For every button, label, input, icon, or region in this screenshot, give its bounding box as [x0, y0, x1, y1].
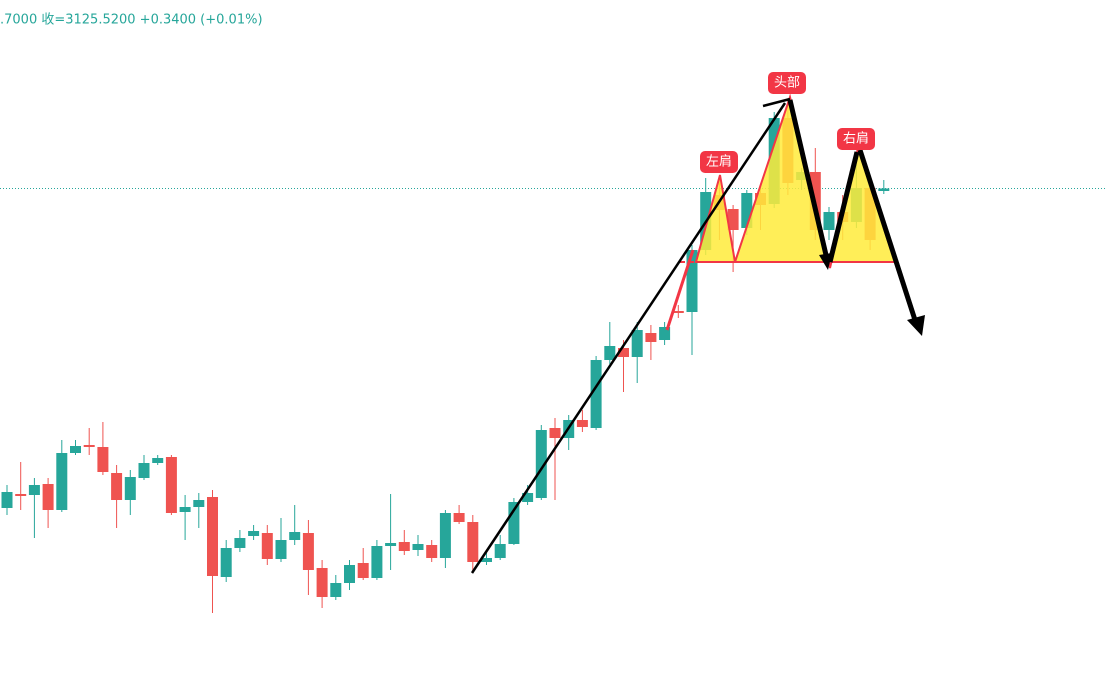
candle-body: [481, 558, 492, 562]
candle-body: [97, 447, 109, 472]
candle-body: [193, 500, 205, 507]
candle-body: [398, 542, 410, 551]
candle-body: [494, 544, 506, 558]
candle-body: [15, 494, 27, 496]
candle-body: [165, 457, 177, 513]
annotation: 左肩: [706, 154, 732, 170]
candle-body: [631, 330, 643, 357]
candle-body: [111, 473, 123, 500]
candles: [0, 100, 1106, 613]
arrow-head: [907, 315, 925, 336]
candle-body: [289, 532, 301, 540]
arrows: [787, 99, 918, 321]
arrow: [787, 99, 829, 256]
candle-body: [124, 477, 136, 500]
candle-body: [70, 446, 81, 453]
candle-body: [522, 493, 534, 502]
candle-body: [42, 484, 54, 510]
candle-body: [549, 428, 561, 438]
trend-line: [762, 97, 791, 108]
arrow-head: [819, 253, 832, 270]
candle-body: [261, 533, 273, 559]
candle-body: [28, 485, 40, 495]
red-trend: [665, 249, 695, 331]
candle-body: [823, 212, 835, 230]
candle-body: [467, 522, 479, 562]
candle-body: [316, 568, 328, 597]
trend-line: [470, 102, 787, 574]
candle-body: [453, 513, 465, 522]
candle-body: [686, 250, 698, 312]
candle-body: [618, 348, 629, 357]
candle-body: [659, 327, 671, 340]
candle-body: [371, 546, 383, 578]
candle-body: [590, 360, 602, 428]
candle-body: [672, 311, 684, 313]
annotation: 右肩: [843, 131, 869, 147]
candle-body: [83, 445, 95, 447]
candle-body: [741, 193, 753, 228]
candle-body: [727, 209, 739, 230]
arrow: [827, 151, 860, 263]
candle-body: [344, 565, 355, 583]
candle-body: [220, 548, 232, 577]
candle-body: [234, 538, 246, 548]
arrow: [857, 149, 918, 321]
candle-body: [152, 458, 164, 463]
candle-body: [535, 430, 547, 498]
candle-body: [412, 544, 424, 550]
candle-body: [56, 453, 68, 510]
candle-body: [138, 463, 150, 478]
candle-body: [508, 502, 520, 544]
candle-body: [357, 563, 369, 578]
candle-body: [248, 531, 260, 536]
candle-body: [1, 492, 13, 508]
candle-body: [385, 543, 397, 546]
candle-body: [330, 583, 342, 597]
candle-body: [302, 533, 314, 570]
candle-body: [207, 497, 218, 576]
label-box: [768, 72, 806, 94]
candle-body: [576, 420, 588, 427]
candle-body: [439, 513, 451, 558]
label-box: [700, 151, 738, 173]
candle-body: [179, 507, 191, 512]
candle-body: [275, 540, 287, 559]
candle-body: [645, 333, 657, 342]
candle-body: [878, 188, 890, 191]
label-box: [837, 128, 875, 150]
ohlc-header: .7000 收=3125.5200 +0.3400 (+0.01%): [0, 13, 263, 28]
candle-body: [604, 346, 616, 360]
candle-body: [426, 545, 438, 558]
annotation: 头部: [774, 76, 800, 91]
